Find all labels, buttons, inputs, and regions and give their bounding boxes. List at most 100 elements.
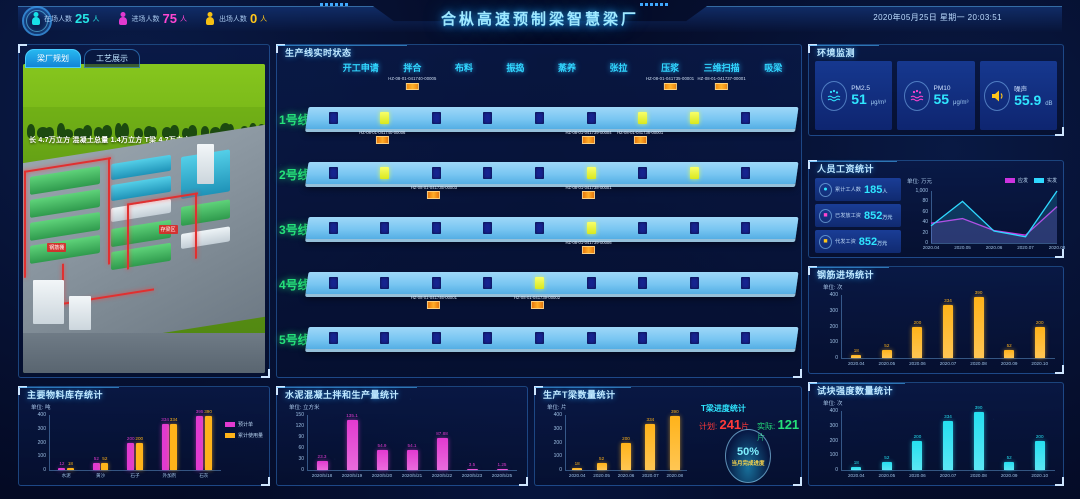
beam-chip[interactable] xyxy=(531,301,544,309)
beam-slot[interactable] xyxy=(690,222,699,234)
beam-marker[interactable]: HZ-08-01-041735-00003 xyxy=(411,185,457,199)
beam-slot[interactable] xyxy=(587,332,596,344)
bar[interactable]: 390 xyxy=(974,412,984,470)
beam-chip[interactable] xyxy=(664,83,677,90)
beam-slot[interactable] xyxy=(587,277,596,289)
beam-slot[interactable] xyxy=(741,167,750,179)
beam-marker[interactable]: HZ-08-01-041740-00006 xyxy=(359,130,405,144)
beam-chip[interactable] xyxy=(582,136,595,144)
beam-slot[interactable] xyxy=(741,332,750,344)
bar[interactable]: 135.1 xyxy=(347,420,358,470)
beam-track[interactable] xyxy=(305,272,798,294)
bar[interactable]: 54.1 xyxy=(407,450,418,470)
bar[interactable]: 334 xyxy=(645,424,655,470)
beam-slot[interactable] xyxy=(329,167,338,179)
bar[interactable]: 52 xyxy=(882,462,892,470)
beam-slot[interactable] xyxy=(587,222,596,234)
legend-item[interactable]: 预计单 xyxy=(225,421,263,428)
beam-slot[interactable] xyxy=(638,112,647,124)
legend-item[interactable]: 实发 xyxy=(1034,177,1057,184)
beam-slot[interactable] xyxy=(638,167,647,179)
bar[interactable]: 18 xyxy=(67,468,74,470)
bar[interactable]: 390 xyxy=(205,416,212,470)
beam-slot[interactable] xyxy=(380,222,389,234)
bar[interactable]: 23.3 xyxy=(317,461,328,470)
legend-item[interactable]: 应发 xyxy=(1005,177,1028,184)
beam-slot[interactable] xyxy=(432,222,441,234)
beam-slot[interactable] xyxy=(483,167,492,179)
beam-slot[interactable] xyxy=(483,277,492,289)
bar[interactable]: 390 xyxy=(974,297,984,358)
beam-chip[interactable] xyxy=(376,136,389,144)
beam-slot[interactable] xyxy=(638,332,647,344)
wage-kpi-workers[interactable]: ● 累计工人数 185人 xyxy=(815,178,901,201)
beam-chip[interactable] xyxy=(427,301,440,309)
beam-chip[interactable] xyxy=(582,191,595,199)
beam-slot[interactable] xyxy=(329,277,338,289)
beam-slot[interactable] xyxy=(483,112,492,124)
bar[interactable]: 3.5 xyxy=(467,469,478,470)
beam-slot[interactable] xyxy=(329,112,338,124)
beam-track[interactable] xyxy=(305,217,798,239)
bar[interactable]: 18 xyxy=(572,468,582,470)
beam-slot[interactable] xyxy=(690,332,699,344)
bar[interactable]: 200 xyxy=(127,443,134,471)
beam-slot[interactable] xyxy=(535,332,544,344)
beam-slot[interactable] xyxy=(535,167,544,179)
beam-slot[interactable] xyxy=(380,167,389,179)
legend-item[interactable]: 累计使用量 xyxy=(225,432,263,439)
bar[interactable]: 200 xyxy=(912,441,922,471)
bar[interactable]: 52 xyxy=(1004,350,1014,358)
beam-slot[interactable] xyxy=(432,277,441,289)
beam-chip[interactable] xyxy=(406,83,419,90)
bar[interactable]: 52 xyxy=(1004,462,1014,470)
production-line-5[interactable]: 5号线 xyxy=(277,319,797,365)
beam-chip[interactable] xyxy=(427,191,440,199)
beam-marker[interactable]: HZ-08-01-041738-00001 xyxy=(566,185,612,199)
beam-slot[interactable] xyxy=(535,222,544,234)
beam-slot[interactable] xyxy=(535,112,544,124)
bar[interactable]: 52 xyxy=(597,463,607,470)
production-line-3[interactable]: 3号线 HZ-08-01-041739-00006 xyxy=(277,209,797,255)
beam-marker[interactable]: HZ-08-01-041746-00001 xyxy=(411,295,457,309)
beam-slot[interactable] xyxy=(587,112,596,124)
bar[interactable]: 52 xyxy=(93,463,100,470)
bar[interactable]: 200 xyxy=(912,327,922,359)
bar[interactable]: 12 xyxy=(58,468,65,470)
beam-slot[interactable] xyxy=(690,277,699,289)
beam-slot[interactable] xyxy=(380,112,389,124)
beam-slot[interactable] xyxy=(741,277,750,289)
tab-factory-plan[interactable]: 梁厂规划 xyxy=(25,49,81,68)
wage-kpi-paid[interactable]: ■ 已发放工资 852万元 xyxy=(815,204,901,227)
production-line-1[interactable]: 1号线 HZ-08-01-041740-00006 HZ-08-01-041739-… xyxy=(277,99,797,145)
bar[interactable]: 200 xyxy=(1035,441,1045,471)
beam-slot[interactable] xyxy=(380,332,389,344)
beam-slot[interactable] xyxy=(380,277,389,289)
beam-slot[interactable] xyxy=(587,167,596,179)
beam-track[interactable] xyxy=(305,162,798,184)
env-card-noise[interactable]: 噪声 55.9 dB xyxy=(980,61,1057,130)
bar[interactable]: 200 xyxy=(621,443,631,471)
beam-slot[interactable] xyxy=(741,222,750,234)
bar[interactable]: 334 xyxy=(162,424,169,470)
beam-marker[interactable]: HZ-08-01-041736-00001 xyxy=(617,130,663,144)
beam-slot[interactable] xyxy=(432,332,441,344)
bar[interactable]: 87.88 xyxy=(437,438,448,470)
beam-slot[interactable] xyxy=(432,112,441,124)
factory-3d-scene[interactable]: 长 4.7万立方 混凝土总量 1.4万立方 T梁 4.7万立方 xyxy=(23,64,265,373)
beam-slot[interactable] xyxy=(638,222,647,234)
beam-chip[interactable] xyxy=(715,83,728,90)
bar[interactable]: 334 xyxy=(943,305,953,358)
beam-slot[interactable] xyxy=(741,112,750,124)
beam-slot[interactable] xyxy=(483,332,492,344)
beam-track[interactable] xyxy=(305,327,798,349)
env-card-pm10[interactable]: PM10 55 μg/m³ xyxy=(897,61,974,130)
beam-slot[interactable] xyxy=(329,222,338,234)
bar[interactable]: 54.9 xyxy=(377,450,388,470)
bar[interactable]: 52 xyxy=(101,463,108,470)
bar[interactable]: 200 xyxy=(136,443,143,471)
env-card-pm25[interactable]: PM2.5 51 μg/m³ xyxy=(815,61,892,130)
beam-marker[interactable]: HZ-08-01-041739-00002 xyxy=(514,295,560,309)
bar[interactable]: 1.25 xyxy=(497,469,508,470)
beam-slot[interactable] xyxy=(638,277,647,289)
